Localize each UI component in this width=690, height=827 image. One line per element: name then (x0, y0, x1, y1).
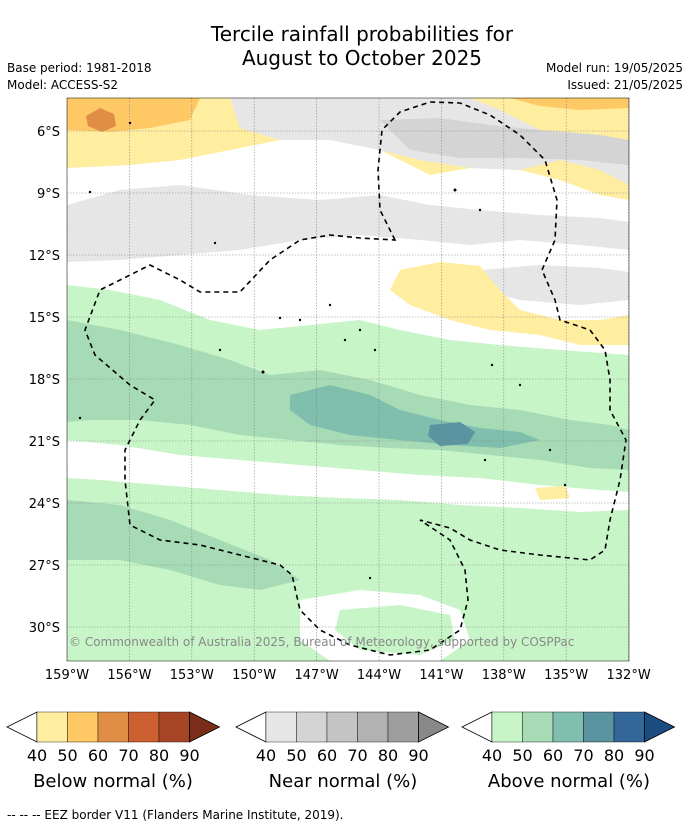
colorbar-tick-label: 70 (347, 746, 367, 765)
colorbar-segment (613, 711, 645, 743)
colorbar-tick-label: 90 (634, 746, 654, 765)
colorbar-segment (552, 711, 584, 743)
lon-tick-label: 141°W (419, 668, 463, 683)
white-gap-1 (67, 440, 629, 512)
lon-tick-label: 144°W (357, 668, 401, 683)
model-run: Model run: 19/05/2025 (545, 61, 683, 75)
colorbar-max-triangle (189, 711, 221, 743)
island-dots (78, 121, 567, 580)
colorbar-tick-label: 50 (286, 746, 306, 765)
lon-tick-label: 150°W (232, 668, 276, 683)
colorbar-segment (158, 711, 190, 743)
issued-date: Issued: 21/05/2025 (567, 78, 683, 92)
colorbar-segment (265, 711, 297, 743)
copyright-text: © Commonwealth of Australia 2025, Bureau… (69, 635, 574, 649)
colorbar-tick-label: 80 (604, 746, 624, 765)
below-normal-patch-south (535, 486, 570, 500)
lon-tick-label: 138°W (482, 668, 526, 683)
colorbar-tick-label: 40 (27, 746, 47, 765)
above-normal-patch-south (335, 605, 455, 655)
colorbar-segment (97, 711, 129, 743)
near-normal-region-4 (480, 265, 629, 305)
latitude-labels: 6°S 9°S 12°S 15°S 18°S 21°S 24°S 27°S 30°S (29, 125, 60, 636)
chart-title: Tercile rainfall probabilities for Augus… (0, 22, 690, 70)
lon-tick-label: 156°W (107, 668, 151, 683)
colorbar-min-triangle (461, 711, 493, 743)
base-period: Base period: 1981-2018 (7, 61, 152, 75)
colorbar-tick-label: 60 (543, 746, 563, 765)
colorbar-tick-label: 70 (118, 746, 138, 765)
colorbar-max-triangle (644, 711, 676, 743)
colorbar-segment (296, 711, 328, 743)
colorbar-title-above: Above normal (%) (487, 771, 651, 792)
lon-tick-label: 153°W (170, 668, 214, 683)
lat-tick-label: 12°S (29, 249, 60, 264)
lat-tick-label: 9°S (37, 187, 60, 202)
colorbar-segment (36, 711, 68, 743)
colorbar-tick-label: 80 (378, 746, 398, 765)
above-normal-region-70 (428, 422, 475, 446)
below-normal-patch (390, 262, 629, 345)
colorbar-title-below: Below normal (%) (33, 771, 193, 792)
longitude-labels: 159°W 156°W 153°W 150°W 147°W 144°W 141°W 138°W… (45, 668, 651, 683)
lat-tick-label: 6°S (37, 125, 60, 140)
colorbar-max-triangle (418, 711, 450, 743)
colorbar-tick-label: 90 (408, 746, 428, 765)
lat-tick-label: 24°S (29, 497, 60, 512)
lon-tick-label: 147°W (295, 668, 339, 683)
eez-border (84, 101, 627, 656)
colorbar-segment (357, 711, 389, 743)
above-normal-region-60 (290, 385, 540, 448)
lat-tick-label: 18°S (29, 373, 60, 388)
lat-tick-label: 27°S (29, 559, 60, 574)
model-name: Model: ACCESS-S2 (7, 78, 119, 92)
colorbar-tick-label: 50 (512, 746, 532, 765)
colorbar-tick-label: 70 (573, 746, 593, 765)
lat-tick-label: 15°S (29, 311, 60, 326)
gridlines (67, 98, 629, 661)
colorbar-tick-label: 40 (482, 746, 502, 765)
lon-tick-label: 135°W (544, 668, 588, 683)
lon-tick-label: 159°W (45, 668, 89, 683)
colorbar-tick-label: 80 (149, 746, 169, 765)
below-normal-region-top (510, 98, 629, 110)
colorbar-segment (387, 711, 419, 743)
title-line-1: Tercile rainfall probabilities for (210, 22, 514, 46)
colorbar-title-near: Near normal (%) (268, 771, 418, 792)
near-normal-region-2 (67, 185, 629, 262)
below-normal-region-60 (86, 108, 116, 132)
meta-left: Base period: 1981-2018 Model: ACCESS-S2 (7, 60, 152, 94)
map-frame (66, 97, 630, 662)
title-line-2: August to October 2025 (241, 46, 483, 70)
lat-tick-label: 30°S (29, 621, 60, 636)
colorbar-tick-label: 60 (317, 746, 337, 765)
lon-tick-label: 132°W (607, 668, 651, 683)
lat-tick-label: 21°S (29, 435, 60, 450)
near-normal-region-3 (380, 118, 629, 165)
colorbar-tick-label: 60 (88, 746, 108, 765)
colorbar-segment (326, 711, 358, 743)
eez-footnote: -- -- -- EEZ border V11 (Flanders Marine… (7, 808, 344, 822)
colorbar-tick-label: 90 (179, 746, 199, 765)
colorbar-tick-label: 40 (256, 746, 276, 765)
meta-right: Model run: 19/05/2025 Issued: 21/05/2025 (546, 60, 683, 94)
colorbar-min-triangle (6, 711, 38, 743)
above-normal-region-50b (67, 500, 300, 590)
colorbar-tick-label: 50 (57, 746, 77, 765)
colorbar-segment (67, 711, 99, 743)
map-area: © Commonwealth of Australia 2025, Bureau… (67, 98, 629, 661)
colorbar-min-triangle (235, 711, 267, 743)
colorbar-segment (128, 711, 160, 743)
colorbar-segment (583, 711, 615, 743)
colorbar-segment (491, 711, 523, 743)
colorbar-segment (522, 711, 554, 743)
colorbars: 40 50 60 70 80 90 40 50 60 70 80 90 40 50 60 70 80 90 (6, 711, 676, 765)
